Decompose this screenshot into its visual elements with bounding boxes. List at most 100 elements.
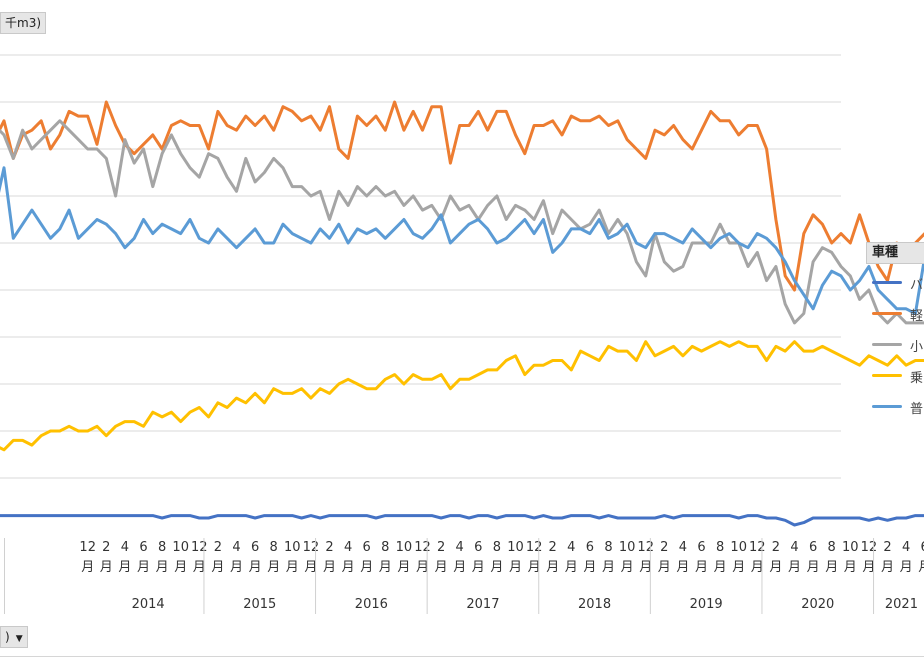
year-label: 2016 [355, 597, 388, 612]
year-label: 2019 [690, 597, 723, 612]
x-tick-suffix: 月 [230, 560, 243, 575]
dropdown-arrow-icon[interactable]: ▼ [16, 634, 23, 644]
x-tick-label: 4 [121, 540, 129, 555]
year-label: 2018 [578, 597, 611, 612]
x-tick-suffix: 月 [714, 560, 727, 575]
x-tick-suffix: 月 [453, 560, 466, 575]
x-tick-suffix: 月 [323, 560, 336, 575]
x-tick-label: 4 [679, 540, 687, 555]
legend-swatch [872, 281, 902, 284]
x-tick-suffix: 月 [81, 560, 94, 575]
x-tick-label: 8 [158, 540, 166, 555]
x-tick-label: 12 [861, 540, 878, 555]
x-tick-suffix: 月 [509, 560, 522, 575]
legend-title-button[interactable]: 車種 [866, 242, 924, 264]
x-tick-label: 12 [414, 540, 431, 555]
legend-swatch [872, 343, 902, 346]
x-tick-label: 2 [549, 540, 557, 555]
x-tick-label: 10 [619, 540, 636, 555]
x-tick-suffix: 月 [342, 560, 355, 575]
series-lines [0, 93, 924, 525]
x-tick-suffix: 月 [397, 560, 410, 575]
x-tick-label: 2 [660, 540, 668, 555]
series-line [0, 93, 924, 323]
x-tick-label: 10 [507, 540, 524, 555]
x-tick-label: 6 [697, 540, 705, 555]
legend-swatch [872, 312, 902, 315]
x-tick-suffix: 月 [583, 560, 596, 575]
x-tick-label: 12 [79, 540, 96, 555]
x-tick-label: 8 [604, 540, 612, 555]
x-tick-label: 2 [883, 540, 891, 555]
legend-label: 軽 [910, 305, 923, 324]
x-tick-label: 6 [251, 540, 259, 555]
axis-field-label: ) [5, 630, 10, 644]
x-tick-label: 6 [363, 540, 371, 555]
x-tick-suffix: 月 [658, 560, 671, 575]
x-tick-suffix: 月 [379, 560, 392, 575]
x-tick-suffix: 月 [900, 560, 913, 575]
x-tick-suffix: 月 [825, 560, 838, 575]
x-tick-suffix: 月 [621, 560, 634, 575]
x-tick-label: 8 [828, 540, 836, 555]
x-tick-label: 6 [474, 540, 482, 555]
x-tick-label: 10 [172, 540, 189, 555]
x-tick-label: 12 [637, 540, 654, 555]
legend-swatch [872, 374, 902, 377]
x-tick-label: 8 [493, 540, 501, 555]
series-line [0, 342, 924, 450]
legend-label: 小 [910, 336, 923, 355]
x-tick-label: 2 [437, 540, 445, 555]
legend-item: 軽 [870, 303, 924, 323]
x-tick-label: 4 [232, 540, 240, 555]
x-tick-label: 4 [790, 540, 798, 555]
legend-item: 小 [870, 334, 924, 354]
x-tick-label: 12 [191, 540, 208, 555]
x-tick-suffix: 月 [881, 560, 894, 575]
x-tick-label: 4 [567, 540, 575, 555]
x-tick-suffix: 月 [602, 560, 615, 575]
x-tick-suffix: 月 [695, 560, 708, 575]
x-tick-label: 10 [842, 540, 859, 555]
x-tick-label: 4 [902, 540, 910, 555]
year-label: 2020 [801, 597, 834, 612]
x-tick-suffix: 月 [249, 560, 262, 575]
x-tick-suffix: 月 [156, 560, 169, 575]
x-tick-suffix: 月 [267, 560, 280, 575]
axis-field-button[interactable]: )▼ [0, 626, 28, 648]
x-tick-suffix: 月 [807, 560, 820, 575]
x-tick-suffix: 月 [769, 560, 782, 575]
unit-field-button[interactable]: 千m3) [0, 12, 46, 34]
x-tick-suffix: 月 [118, 560, 131, 575]
gridlines [0, 55, 841, 478]
legend-label: 乗 [910, 367, 923, 386]
x-tick-suffix: 月 [286, 560, 299, 575]
x-tick-suffix: 月 [788, 560, 801, 575]
x-tick-suffix: 月 [732, 560, 745, 575]
x-tick-suffix: 月 [676, 560, 689, 575]
legend-swatch [872, 405, 902, 408]
x-tick-label: 8 [270, 540, 278, 555]
x-tick-label: 6 [921, 540, 924, 555]
x-tick-label: 2 [325, 540, 333, 555]
x-tick-label: 2 [102, 540, 110, 555]
year-label: 2021 [885, 597, 918, 612]
x-tick-label: 12 [526, 540, 543, 555]
x-tick-label: 4 [344, 540, 352, 555]
series-line [0, 516, 924, 525]
legend-item: 普 [870, 396, 924, 416]
x-tick-label: 2 [772, 540, 780, 555]
legend-label: バ [910, 274, 923, 293]
x-tick-label: 4 [456, 540, 464, 555]
year-label: 2017 [466, 597, 499, 612]
year-label: 2015 [243, 597, 276, 612]
series-line [0, 168, 924, 314]
year-label: 2014 [132, 597, 165, 612]
x-tick-suffix: 月 [565, 560, 578, 575]
legend-item: 乗 [870, 365, 924, 385]
x-tick-suffix: 月 [472, 560, 485, 575]
x-tick-suffix: 月 [174, 560, 187, 575]
unit-field-label: 千m3) [5, 16, 41, 30]
